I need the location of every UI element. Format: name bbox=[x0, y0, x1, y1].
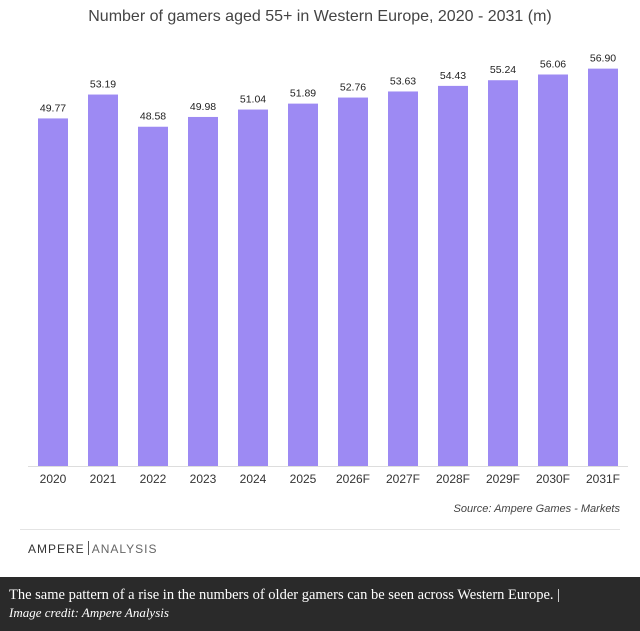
bar-chart: 49.77 53.19 48.58 49.98 51.04 51.89 52.76 53.63… bbox=[28, 53, 628, 486]
caption-text: The same pattern of a rise in the number… bbox=[9, 587, 561, 603]
bar-2020 bbox=[38, 118, 68, 466]
source-note: Source: Ampere Games - Markets bbox=[453, 503, 620, 515]
x-tick-2030F: 2030F bbox=[536, 472, 570, 486]
bar-2021 bbox=[88, 94, 118, 467]
logo-text-analysis: ANALYSIS bbox=[91, 542, 158, 556]
bar-2027F bbox=[388, 91, 418, 466]
logo-text-ampere: AMPERE bbox=[28, 542, 85, 556]
x-tick-2021: 2021 bbox=[90, 472, 117, 486]
x-tick-2025: 2025 bbox=[290, 472, 317, 486]
bar-2024 bbox=[238, 109, 268, 466]
logo-separator bbox=[87, 541, 89, 555]
caption-credit: Image credit: Ampere Analysis bbox=[9, 605, 169, 620]
x-tick-2026F: 2026F bbox=[336, 472, 370, 486]
x-tick-2024: 2024 bbox=[240, 472, 267, 486]
value-label-2026F: 52.76 bbox=[340, 82, 366, 94]
chart-title: Number of gamers aged 55+ in Western Eur… bbox=[88, 8, 552, 25]
bars-group bbox=[38, 68, 618, 467]
value-label-2023: 49.98 bbox=[190, 101, 216, 113]
value-label-2029F: 55.24 bbox=[490, 64, 516, 76]
x-tick-2022: 2022 bbox=[140, 472, 167, 486]
x-tick-2028F: 2028F bbox=[436, 472, 470, 486]
bar-2028F bbox=[438, 85, 468, 466]
ampere-analysis-logo: AMPERE ANALYSIS bbox=[28, 541, 158, 556]
value-labels-group: 49.77 53.19 48.58 49.98 51.04 51.89 52.76 53.63… bbox=[40, 53, 616, 123]
x-tick-2027F: 2027F bbox=[386, 472, 420, 486]
value-label-2021: 53.19 bbox=[90, 79, 116, 91]
bar-2023 bbox=[188, 116, 218, 466]
value-label-2030F: 56.06 bbox=[540, 58, 566, 70]
value-label-2022: 48.58 bbox=[140, 111, 166, 123]
divider bbox=[20, 529, 620, 530]
image-caption: The same pattern of a rise in the number… bbox=[0, 577, 640, 631]
value-label-2031F: 56.90 bbox=[590, 53, 616, 65]
x-tick-2020: 2020 bbox=[40, 472, 67, 486]
x-tick-2031F: 2031F bbox=[586, 472, 620, 486]
bar-2025 bbox=[288, 103, 318, 466]
bar-2022 bbox=[138, 126, 168, 467]
value-label-2027F: 53.63 bbox=[390, 75, 416, 87]
x-tick-2029F: 2029F bbox=[486, 472, 520, 486]
bar-2031F bbox=[588, 68, 618, 467]
value-label-2028F: 54.43 bbox=[440, 70, 466, 82]
value-label-2020: 49.77 bbox=[40, 102, 66, 114]
value-label-2025: 51.89 bbox=[290, 88, 316, 100]
x-tick-2023: 2023 bbox=[190, 472, 217, 486]
bar-2030F bbox=[538, 74, 568, 466]
x-tick-labels-group: 2020 2021 2022 2023 2024 2025 2026F 2027F 2028F 2… bbox=[40, 472, 620, 486]
bar-2029F bbox=[488, 80, 518, 466]
bar-2026F bbox=[338, 97, 368, 466]
value-label-2024: 51.04 bbox=[240, 94, 266, 106]
